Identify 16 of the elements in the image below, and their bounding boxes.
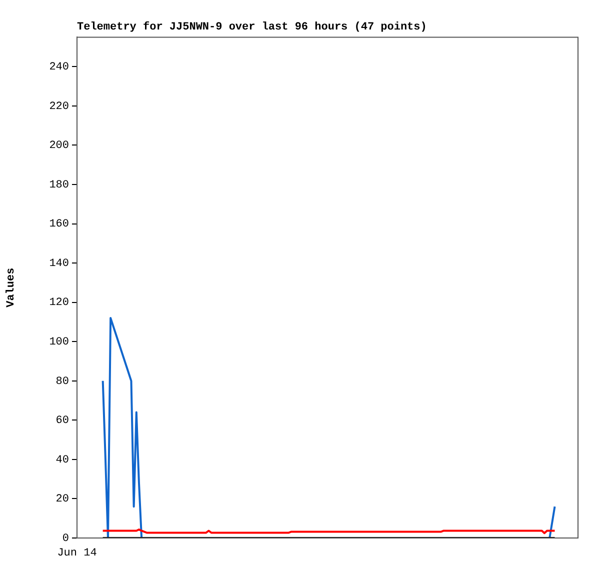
text: Jun 14 xyxy=(57,547,98,560)
y-tick-label: 140 xyxy=(49,258,69,270)
y-tick-label: 100 xyxy=(49,336,69,349)
y-tick-label: 240 xyxy=(49,62,69,74)
y-axis-title: Values xyxy=(5,268,18,308)
y-tick-label: 120 xyxy=(49,297,69,310)
y-tick-label: 20 xyxy=(56,494,69,506)
y-tick-label: 60 xyxy=(56,415,69,428)
chart-title: Telemetry for JJ5NWN-9 over last 96 hours (47 points) xyxy=(77,20,427,34)
y-tick-label: 80 xyxy=(56,376,69,388)
y-tick-label: 200 xyxy=(49,140,69,152)
y-tick-label: 40 xyxy=(56,454,69,466)
y-tick-label: 180 xyxy=(49,179,69,192)
y-tick-label: 0 xyxy=(62,532,69,545)
y-tick-label: 220 xyxy=(49,100,69,113)
y-tick-label: 160 xyxy=(49,218,69,231)
